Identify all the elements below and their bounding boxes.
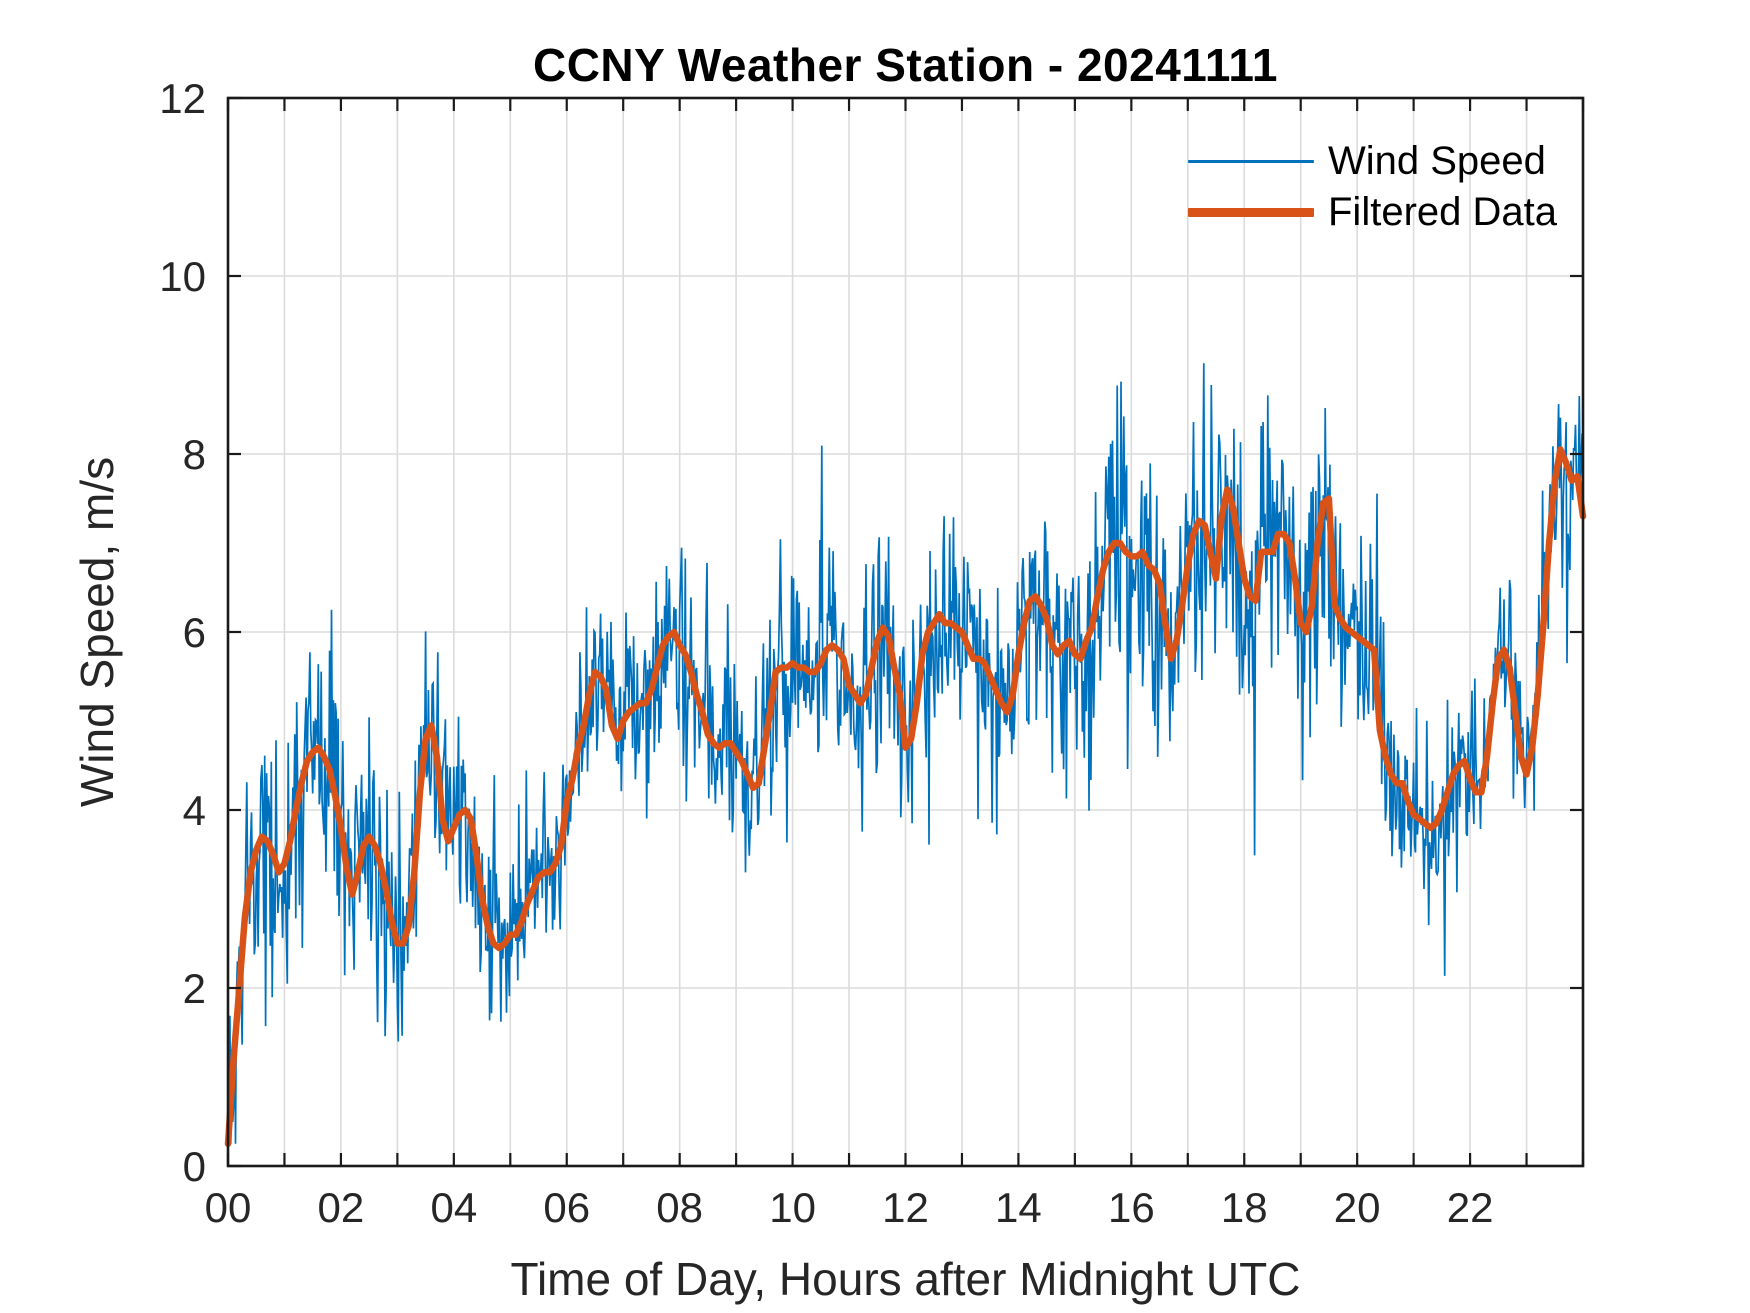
x-tick-label: 20	[1334, 1184, 1381, 1231]
x-tick-label: 00	[205, 1184, 252, 1231]
x-tick-labels: 00 02 04 06 08 10 12 14 16 18 20 22	[205, 1184, 1494, 1231]
wind-speed-line-sample	[1188, 160, 1314, 163]
y-tick-label: 6	[183, 609, 206, 656]
y-tick-label: 10	[159, 253, 206, 300]
y-tick-label: 8	[183, 431, 206, 478]
x-tick-label: 12	[882, 1184, 929, 1231]
x-tick-label: 06	[543, 1184, 590, 1231]
x-tick-label: 08	[656, 1184, 703, 1231]
x-tick-label: 18	[1221, 1184, 1268, 1231]
legend-item-wind-speed: Wind Speed	[1188, 136, 1557, 187]
x-tick-label: 14	[995, 1184, 1042, 1231]
x-tick-label: 10	[769, 1184, 816, 1231]
y-tick-label: 4	[183, 787, 206, 834]
y-tick-label: 12	[159, 75, 206, 122]
legend-item-filtered-data: Filtered Data	[1188, 187, 1557, 238]
x-tick-label: 02	[318, 1184, 365, 1231]
y-axis-label: Wind Speed, m/s	[71, 456, 123, 808]
y-tick-label: 2	[183, 965, 206, 1012]
x-tick-label: 16	[1108, 1184, 1155, 1231]
filtered-data-line-sample	[1188, 208, 1314, 217]
x-axis-label: Time of Day, Hours after Midnight UTC	[510, 1253, 1301, 1305]
axis-ticks	[226, 96, 1585, 1168]
y-tick-label: 0	[183, 1143, 206, 1190]
x-tick-label: 04	[430, 1184, 477, 1231]
chart-title: CCNY Weather Station - 20241111	[532, 39, 1279, 91]
filtered-data-line	[224, 446, 1587, 1148]
x-tick-label: 22	[1447, 1184, 1494, 1231]
legend-label-filtered-data: Filtered Data	[1328, 190, 1557, 234]
legend: Wind Speed Filtered Data	[1188, 136, 1557, 238]
y-tick-labels: 0 2 4 6 8 10 12	[159, 75, 206, 1190]
legend-label-wind-speed: Wind Speed	[1328, 139, 1546, 183]
